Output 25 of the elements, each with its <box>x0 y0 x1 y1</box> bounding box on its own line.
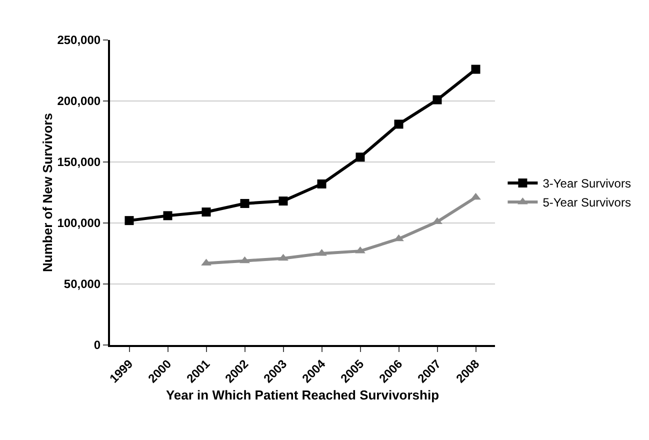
y-axis-title: Number of New Survivors <box>40 113 56 272</box>
legend-label: 3-Year Survivors <box>542 176 631 191</box>
point <box>471 64 480 74</box>
point <box>317 179 326 188</box>
point <box>163 211 172 220</box>
point <box>278 196 288 206</box>
point <box>394 120 404 129</box>
point <box>432 217 442 224</box>
point <box>278 254 288 261</box>
point <box>240 198 250 208</box>
point <box>356 152 365 162</box>
point <box>124 216 134 226</box>
point <box>432 95 442 104</box>
legend-label: 5-Year Survivors <box>542 196 631 210</box>
y-tick-label: 250,000 <box>57 33 101 48</box>
x-axis-title: Year in Which Patient Reached Survivorship <box>166 388 440 403</box>
y-tick-label: 50,000 <box>64 277 101 292</box>
point <box>202 208 211 217</box>
y-tick-label: 100,000 <box>57 216 101 230</box>
point <box>240 256 250 264</box>
y-tick-label: 150,000 <box>57 155 101 170</box>
point <box>201 258 212 266</box>
point <box>470 192 481 200</box>
y-tick-label: 200,000 <box>57 94 101 108</box>
y-tick-label: 0 <box>94 338 101 352</box>
